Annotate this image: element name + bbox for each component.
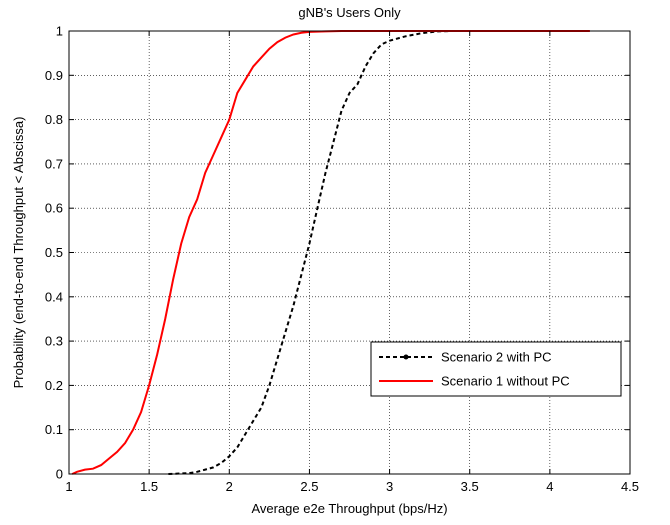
legend-label: Scenario 2 with PC: [441, 350, 552, 365]
series-layer: [71, 30, 590, 475]
x-tick-label: 2: [226, 479, 233, 494]
y-tick-label: 0.8: [45, 112, 63, 127]
legend-box: [370, 341, 622, 397]
x-tick-label: 4.5: [621, 479, 639, 494]
x-tick-label: 1.5: [140, 479, 158, 494]
series-line: [71, 30, 590, 475]
y-tick-label: 0.4: [45, 289, 63, 304]
x-tick-label: 1: [65, 479, 72, 494]
series-line: [168, 30, 590, 475]
y-tick-label: 0.2: [45, 378, 63, 393]
y-tick-label: 0.6: [45, 201, 63, 216]
legend: Scenario 2 with PC Scenario 1 without PC: [370, 341, 622, 397]
x-tick-label: 4: [546, 479, 553, 494]
x-axis-label: Average e2e Throughput (bps/Hz): [251, 501, 447, 516]
grid: [68, 30, 631, 475]
y-tick-label: 0.5: [45, 245, 63, 260]
y-tick-label: 1: [56, 24, 63, 39]
ticks: 1 1.5 2 2.5 3 3.5 4 4.5 0 0.1 0.2 0.3 0.4 0.5 0.6 0.7 0.…: [45, 24, 639, 495]
y-tick-label: 0: [56, 467, 63, 482]
x-tick-label: 3: [386, 479, 393, 494]
legend-marker: [403, 354, 409, 360]
y-tick-label: 0.3: [45, 334, 63, 349]
legend-label: Scenario 1 without PC: [441, 374, 570, 389]
x-tick-label: 3.5: [461, 479, 479, 494]
y-tick-label: 0.1: [45, 422, 63, 437]
y-tick-label: 0.9: [45, 68, 63, 83]
y-tick-label: 0.7: [45, 156, 63, 171]
chart-title: gNB's Users Only: [298, 5, 401, 20]
x-tick-label: 2.5: [300, 479, 318, 494]
y-axis-label: Probability (end-to-end Throughput < Abs…: [11, 117, 26, 389]
